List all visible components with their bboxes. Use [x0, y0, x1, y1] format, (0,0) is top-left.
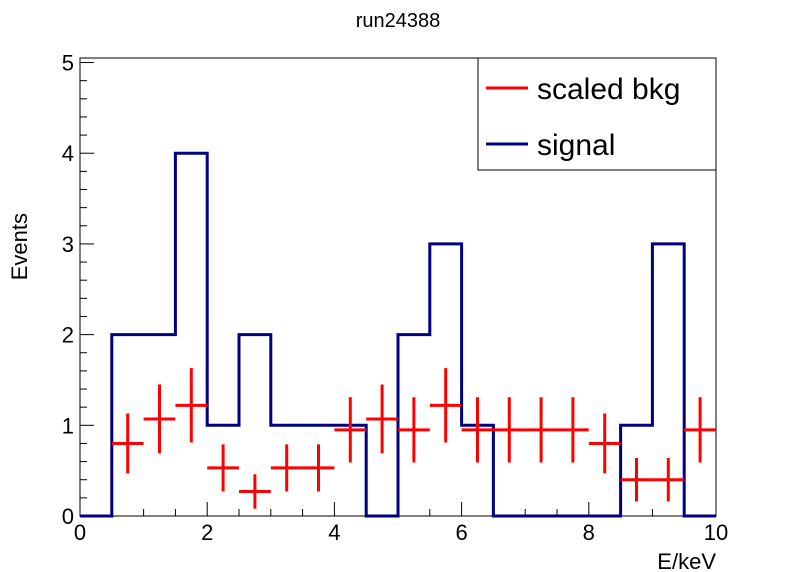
bkg-point — [525, 397, 557, 463]
plot-area: 0 1 2 3 4 5 0 2 4 6 8 10 — [62, 51, 728, 545]
y-tick-label: 5 — [62, 51, 74, 76]
y-axis: 0 1 2 3 4 5 — [62, 51, 94, 529]
bkg-point — [175, 368, 208, 443]
signal-series — [80, 151, 716, 518]
bkg-point — [143, 384, 176, 454]
legend-box — [477, 57, 717, 171]
bkg-point — [461, 397, 494, 463]
bkg-point — [429, 368, 462, 443]
x-tick-label: 2 — [201, 520, 213, 545]
x-tick-label: 6 — [455, 520, 467, 545]
bkg-point — [207, 444, 239, 492]
y-axis-label: Events — [7, 213, 32, 280]
y-tick-label: 1 — [62, 413, 74, 438]
x-axis: 0 2 4 6 8 10 — [74, 502, 728, 545]
chart-title: run24388 — [356, 10, 441, 32]
bkg-point — [620, 457, 653, 502]
bkg-point — [366, 384, 398, 454]
bkg-point — [652, 457, 685, 502]
y-tick-label: 3 — [62, 232, 74, 257]
bkg-point — [334, 397, 367, 463]
x-tick-label: 8 — [583, 520, 595, 545]
legend: scaled bkg signal — [477, 57, 717, 171]
signal-histogram — [80, 151, 716, 518]
legend-bkg-label: scaled bkg — [537, 73, 680, 106]
x-tick-label: 0 — [74, 520, 86, 545]
y-tick-label: 2 — [62, 323, 74, 348]
x-axis-label: E/keV — [657, 549, 716, 572]
y-tick-label: 0 — [62, 504, 74, 529]
legend-signal-label: signal — [537, 129, 615, 162]
bkg-point — [270, 444, 303, 492]
bkg-point — [588, 413, 621, 474]
y-tick-label: 4 — [62, 141, 74, 166]
bkg-point — [302, 444, 335, 492]
bkg-point — [239, 474, 271, 509]
bkg-point — [557, 397, 589, 463]
bkg-point — [684, 397, 716, 463]
bkg-point — [493, 397, 526, 463]
x-tick-label: 4 — [328, 520, 340, 545]
bkg-point — [111, 413, 144, 474]
x-tick-label: 10 — [704, 520, 728, 545]
bkg-point — [398, 397, 430, 463]
bkg-series — [111, 368, 716, 509]
